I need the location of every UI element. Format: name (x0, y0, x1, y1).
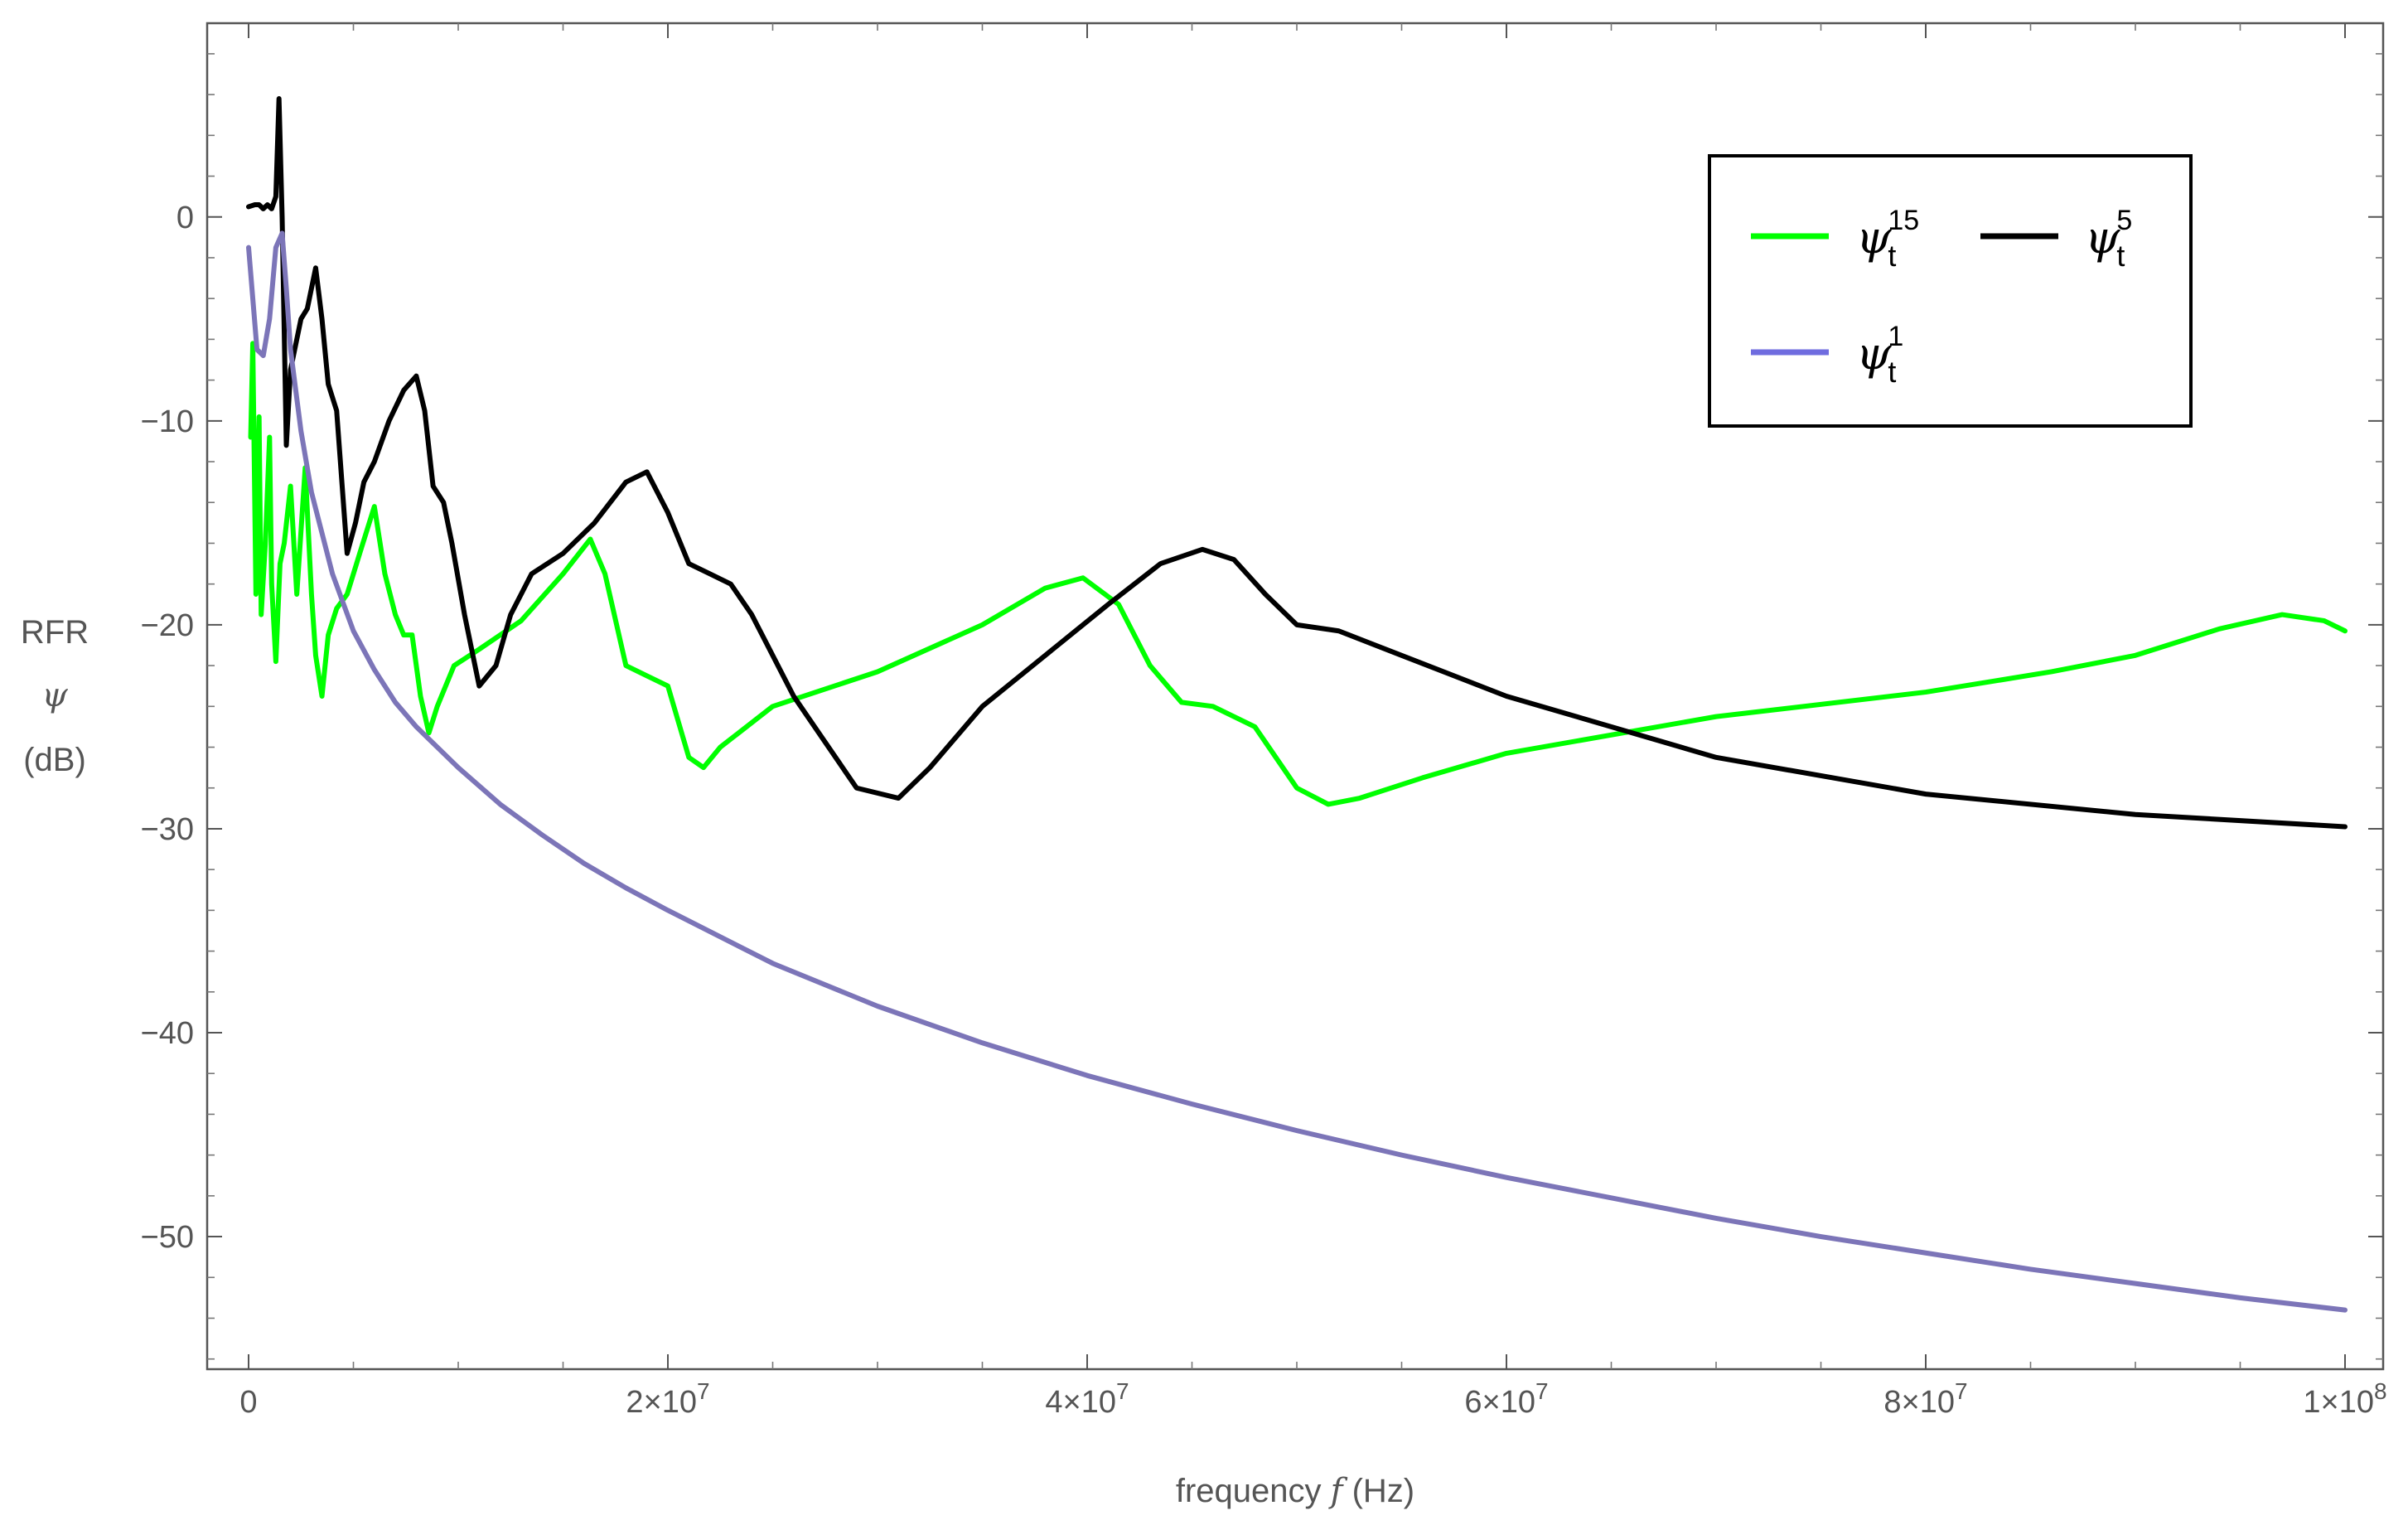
x-tick-label: 4×107 (1045, 1378, 1129, 1420)
y-axis-title-line1: RFR (21, 614, 89, 651)
series-line-2 (246, 230, 2348, 1313)
legend-label: ψt5 (2085, 205, 2132, 273)
y-tick-label: −10 (141, 404, 194, 439)
y-axis-title-line2: ψ (41, 676, 68, 714)
y-axis-title-line3: (dB) (23, 742, 86, 778)
legend-box (1708, 154, 2193, 428)
plot-frame (206, 22, 2385, 1371)
x-tick-label: 6×107 (1464, 1378, 1548, 1420)
legend: ψt15 ψt5 ψt1 (1708, 154, 2193, 428)
y-tick-label: −30 (141, 812, 194, 847)
x-tick-label: 8×107 (1883, 1378, 1967, 1420)
series-line-0 (248, 341, 2348, 807)
x-axis-title: frequency f (Hz) (1176, 1472, 1414, 1510)
y-tick-label: 0 (176, 201, 194, 235)
y-tick-label: −50 (141, 1220, 194, 1255)
x-axis-title-text2: (Hz) (1342, 1473, 1414, 1509)
legend-label: ψt1 (1856, 321, 1903, 389)
x-axis-title-text1: frequency (1176, 1473, 1331, 1509)
x-tick-label: 0 (239, 1385, 257, 1420)
y-tick-label: −20 (141, 608, 194, 643)
ticks-layer: 0 2×107 4×107 6×107 8×107 1×108 0 −10 −20 −30 −40 −… (141, 23, 2387, 1420)
legend-label: ψt15 (1856, 205, 1919, 273)
plot-frame-rect (206, 22, 2385, 1371)
y-tick-label: −40 (141, 1016, 194, 1051)
x-tick-label: 2×107 (626, 1378, 709, 1420)
series-layer (246, 96, 2348, 1313)
x-tick-label: 1×108 (2303, 1378, 2386, 1420)
